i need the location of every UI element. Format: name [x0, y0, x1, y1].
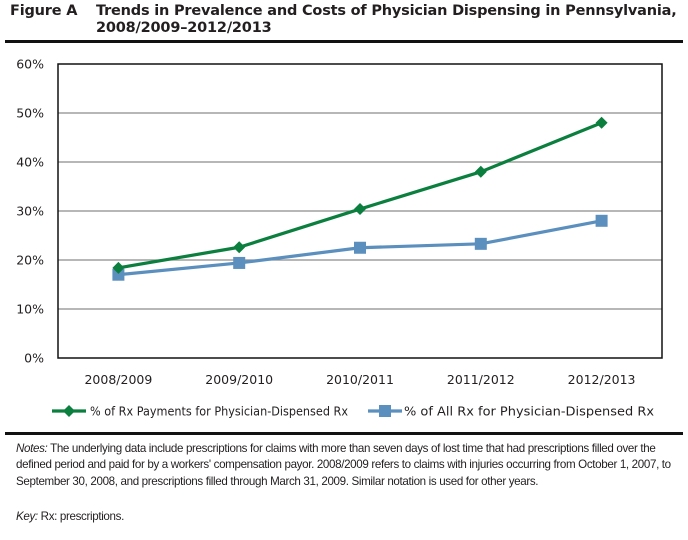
key-text: Rx: prescriptions.: [37, 510, 125, 523]
y-tick-label: 60%: [16, 57, 44, 72]
data-point: [112, 268, 125, 281]
series-rx-payments: [112, 116, 608, 274]
top-rule: [5, 40, 683, 43]
y-tick-label: 40%: [16, 155, 44, 170]
x-axis-tick-labels: 2008/2009 2009/2010 2010/2011 2011/2012 2012…: [84, 372, 635, 387]
y-tick-label: 50%: [16, 106, 44, 121]
bottom-rule: [5, 432, 683, 435]
plot-area-frame: [57, 63, 663, 359]
series-group: [112, 116, 608, 281]
key-label: Key:: [16, 510, 38, 523]
legend-square-marker: [379, 405, 391, 417]
x-tick-label: 2012/2013: [568, 372, 636, 387]
notes-label: Notes:: [16, 442, 48, 455]
figure-title: Figure A Trends in Prevalence and Costs o…: [10, 3, 677, 37]
legend-label: % of All Rx for Physician-Dispensed Rx: [404, 405, 654, 419]
x-tick-label: 2008/2009: [84, 372, 152, 387]
x-tick-label: 2011/2012: [447, 372, 515, 387]
notes-text: The underlying data include prescription…: [16, 442, 671, 488]
data-point: [354, 241, 366, 254]
y-tick-label: 0%: [24, 351, 44, 366]
y-tick-label: 30%: [16, 204, 44, 219]
data-point: [233, 241, 246, 254]
legend-item: % of All Rx for Physician-Dispensed Rx: [368, 405, 654, 419]
series-all-rx: [112, 214, 608, 281]
figure-title-line2: 2008/2009–2012/2013: [96, 20, 272, 36]
y-axis-tick-labels: 0% 10% 20% 30% 40% 50% 60%: [16, 57, 44, 366]
x-tick-label: 2010/2011: [326, 372, 394, 387]
data-point: [112, 261, 125, 274]
legend: % of Rx Payments for Physician-Dispensed…: [52, 405, 654, 419]
line-chart: 0%10%20%30%40%50%60% 2008/2009 2009/2010 2…: [16, 57, 663, 419]
data-point: [474, 237, 487, 250]
notes: Notes: The underlying data include presc…: [16, 441, 681, 490]
data-point: [595, 214, 608, 227]
y-tick-label: 10%: [16, 302, 44, 317]
figure-title-line1: Trends in Prevalence and Costs of Physic…: [96, 3, 677, 19]
y-tick-label: 20%: [16, 253, 44, 268]
data-point: [233, 256, 246, 269]
key: Key: Rx: prescriptions.: [16, 510, 124, 523]
figure-label: Figure A: [10, 3, 78, 19]
data-point: [595, 116, 608, 129]
x-tick-label: 2009/2010: [205, 372, 273, 387]
data-point: [474, 165, 487, 178]
legend-diamond-marker: [63, 405, 75, 417]
legend-item: % of Rx Payments for Physician-Dispensed…: [52, 405, 348, 419]
legend-label: % of Rx Payments for Physician-Dispensed…: [90, 405, 348, 419]
data-point: [354, 203, 366, 216]
